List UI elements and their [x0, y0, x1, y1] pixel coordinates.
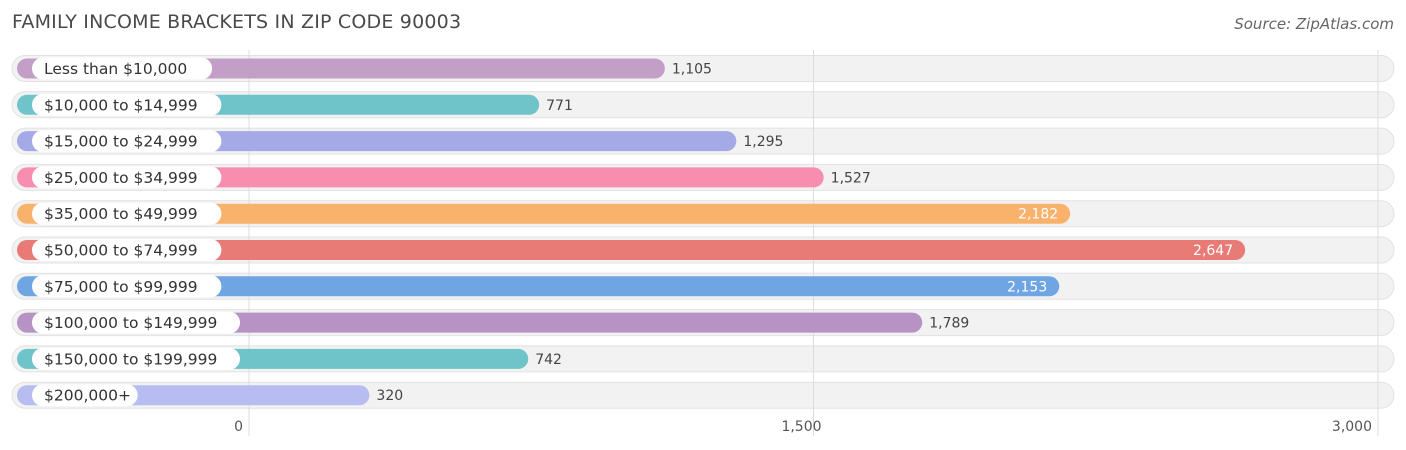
value-label: 2,647 — [1193, 243, 1233, 259]
category-label-bg — [32, 239, 222, 261]
chart-title: FAMILY INCOME BRACKETS IN ZIP CODE 90003 — [12, 11, 462, 33]
category-label-bg — [32, 130, 222, 153]
bar — [17, 240, 1246, 260]
x-tick-label: 0 — [234, 419, 243, 435]
value-label: 742 — [535, 352, 562, 368]
category-label: $10,000 to $14,999 — [44, 96, 198, 114]
value-label: 1,105 — [672, 62, 712, 78]
category-label-bg — [32, 93, 222, 116]
category-label-bg — [32, 57, 213, 80]
category-label: $35,000 to $49,999 — [44, 205, 198, 223]
value-label: 1,789 — [929, 316, 969, 332]
x-tick-label: 1,500 — [781, 419, 821, 435]
category-label: $25,000 to $34,999 — [44, 169, 198, 187]
value-label: 2,182 — [1018, 207, 1058, 223]
x-tick-label: 3,000 — [1332, 419, 1372, 435]
category-label-bg — [32, 275, 222, 298]
source-label: Source: ZipAtlas.com — [1234, 15, 1394, 33]
category-label-bg — [32, 347, 240, 370]
category-label-bg — [32, 384, 138, 407]
value-label: 2,153 — [1007, 279, 1047, 295]
category-label: $100,000 to $149,999 — [44, 314, 217, 332]
category-label: $200,000+ — [44, 387, 131, 405]
value-label: 771 — [546, 98, 573, 114]
category-label: $150,000 to $199,999 — [44, 350, 217, 368]
bar — [17, 203, 1071, 224]
bar — [17, 312, 923, 333]
category-label-bg — [32, 166, 222, 189]
category-label-bg — [32, 202, 222, 225]
value-label: 1,295 — [743, 134, 783, 150]
category-label: $50,000 to $74,999 — [44, 242, 198, 260]
category-label: $15,000 to $24,999 — [44, 133, 198, 151]
value-label: 320 — [376, 388, 403, 404]
category-label: Less than $10,000 — [44, 60, 187, 78]
value-label: 1,527 — [831, 170, 871, 186]
bar — [17, 276, 1060, 297]
category-label-bg — [32, 311, 240, 334]
category-label: $75,000 to $99,999 — [44, 278, 198, 296]
